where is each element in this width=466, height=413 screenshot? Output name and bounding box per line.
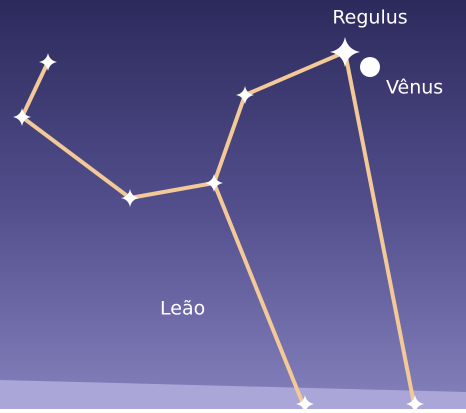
constellation-label: Leão	[160, 298, 205, 320]
page: Regulus Vênus Leão (() => { const data =…	[0, 0, 466, 409]
venus	[360, 57, 380, 77]
sky	[0, 0, 466, 409]
planet-label: Vênus	[386, 77, 443, 99]
sky-map: Regulus Vênus Leão	[0, 0, 466, 409]
star-label: Regulus	[332, 7, 407, 29]
